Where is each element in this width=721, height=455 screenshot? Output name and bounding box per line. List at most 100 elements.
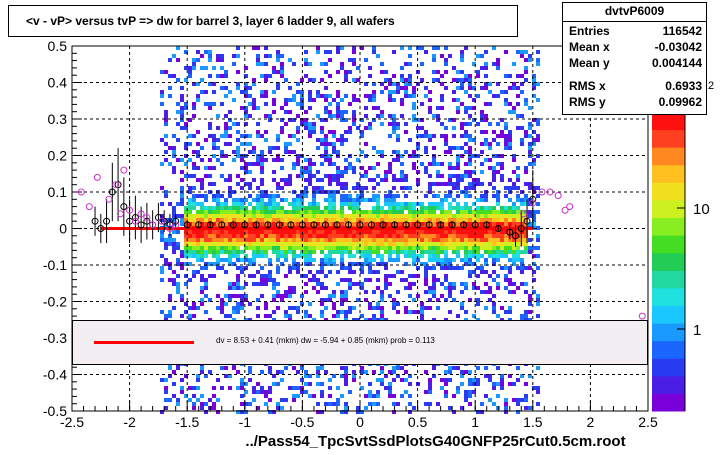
density-cell <box>492 46 496 50</box>
density-cell <box>516 126 520 130</box>
density-cell <box>272 90 276 94</box>
density-cell <box>264 394 268 398</box>
density-cell <box>444 222 448 226</box>
density-cell <box>356 246 360 250</box>
density-cell <box>280 54 284 58</box>
density-cell <box>412 298 416 302</box>
density-cell <box>328 158 332 162</box>
density-cell <box>524 182 528 186</box>
density-cell <box>524 98 528 102</box>
density-cell <box>304 210 308 214</box>
density-cell <box>536 62 540 66</box>
density-cell <box>292 134 296 138</box>
density-cell <box>180 186 184 190</box>
density-cell <box>204 102 208 106</box>
density-cell <box>288 386 292 390</box>
density-cell <box>392 302 396 306</box>
density-cell <box>220 58 224 62</box>
density-cell <box>260 170 264 174</box>
density-cell <box>336 398 340 402</box>
density-cell <box>272 242 276 246</box>
density-cell <box>404 370 408 374</box>
density-cell <box>412 202 416 206</box>
density-cell <box>376 286 380 290</box>
density-cell <box>276 222 280 226</box>
density-cell <box>248 274 252 278</box>
x-tick-label: 0.5 <box>408 414 428 430</box>
density-cell <box>324 118 328 122</box>
density-cell <box>412 230 416 234</box>
density-cell <box>212 246 216 250</box>
density-cell <box>256 162 260 166</box>
density-cell <box>220 238 224 242</box>
density-cell <box>508 206 512 210</box>
density-cell <box>280 62 284 66</box>
density-cell <box>464 174 468 178</box>
density-cell <box>292 198 296 202</box>
density-cell <box>528 374 532 378</box>
density-cell <box>348 250 352 254</box>
density-cell <box>264 250 268 254</box>
density-cell <box>500 134 504 138</box>
density-cell <box>380 238 384 242</box>
density-cell <box>396 254 400 258</box>
density-cell <box>420 254 424 258</box>
density-cell <box>536 314 540 318</box>
density-cell <box>428 190 432 194</box>
density-cell <box>464 370 468 374</box>
density-cell <box>408 62 412 66</box>
density-cell <box>408 250 412 254</box>
density-cell <box>348 202 352 206</box>
density-cell <box>380 382 384 386</box>
density-cell <box>384 214 388 218</box>
density-cell <box>464 310 468 314</box>
density-cell <box>436 238 440 242</box>
density-cell <box>160 162 164 166</box>
density-cell <box>384 238 388 242</box>
density-cell <box>284 294 288 298</box>
density-cell <box>404 82 408 86</box>
density-cell <box>456 78 460 82</box>
density-cell <box>160 234 164 238</box>
density-cell <box>236 282 240 286</box>
density-cell <box>400 394 404 398</box>
density-cell <box>352 306 356 310</box>
density-cell <box>360 230 364 234</box>
density-cell <box>448 238 452 242</box>
colorbar-band <box>652 252 685 271</box>
density-cell <box>232 158 236 162</box>
density-cell <box>304 282 308 286</box>
density-cell <box>352 166 356 170</box>
density-cell <box>468 262 472 266</box>
density-cell <box>288 58 292 62</box>
density-cell <box>440 94 444 98</box>
density-cell <box>488 298 492 302</box>
density-cell <box>348 234 352 238</box>
density-cell <box>344 118 348 122</box>
density-cell <box>316 222 320 226</box>
density-cell <box>384 230 388 234</box>
density-cell <box>372 194 376 198</box>
density-cell <box>256 54 260 58</box>
density-cell <box>176 286 180 290</box>
density-cell <box>216 266 220 270</box>
density-cell <box>308 166 312 170</box>
density-cell <box>424 230 428 234</box>
density-cell <box>368 246 372 250</box>
density-cell <box>480 254 484 258</box>
density-cell <box>164 406 168 410</box>
density-cell <box>256 234 260 238</box>
density-cell <box>484 262 488 266</box>
density-cell <box>372 94 376 98</box>
density-cell <box>284 98 288 102</box>
density-cell <box>236 198 240 202</box>
density-cell <box>244 294 248 298</box>
density-cell <box>304 382 308 386</box>
density-cell <box>216 146 220 150</box>
density-cell <box>280 106 284 110</box>
density-cell <box>428 254 432 258</box>
density-cell <box>420 118 424 122</box>
density-cell <box>376 106 380 110</box>
density-cell <box>508 142 512 146</box>
density-cell <box>252 390 256 394</box>
